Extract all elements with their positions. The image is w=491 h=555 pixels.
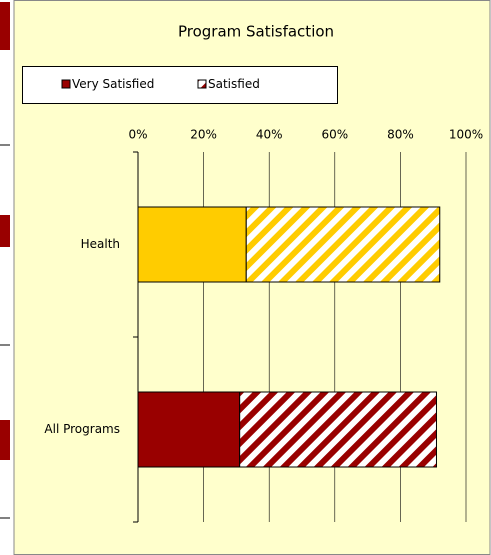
- chart-title: Program Satisfaction: [178, 23, 334, 41]
- x-tick-label: 0%: [128, 128, 147, 142]
- fragment: [0, 2, 10, 50]
- x-tick-label: 20%: [190, 128, 217, 142]
- x-tick-label: 60%: [321, 128, 348, 142]
- x-tick-label: 40%: [256, 128, 283, 142]
- legend: [22, 66, 338, 104]
- legend-label: Very Satisfied: [72, 77, 154, 91]
- y-tick-label: All Programs: [44, 422, 120, 436]
- x-tick-label: 80%: [387, 128, 414, 142]
- bar-segment: [245, 206, 441, 283]
- x-tick-label: 100%: [449, 128, 483, 142]
- bar-segment: [239, 391, 437, 468]
- legend-label: Satisfied: [208, 77, 260, 91]
- fragment: [0, 420, 10, 460]
- y-tick-label: Health: [81, 237, 120, 251]
- fragment: [0, 215, 10, 247]
- legend-swatch: [61, 79, 71, 89]
- side-fragments: [0, 2, 10, 519]
- bar-segment: [137, 391, 241, 468]
- bar-segment: [137, 206, 247, 283]
- legend-swatch: [197, 79, 207, 89]
